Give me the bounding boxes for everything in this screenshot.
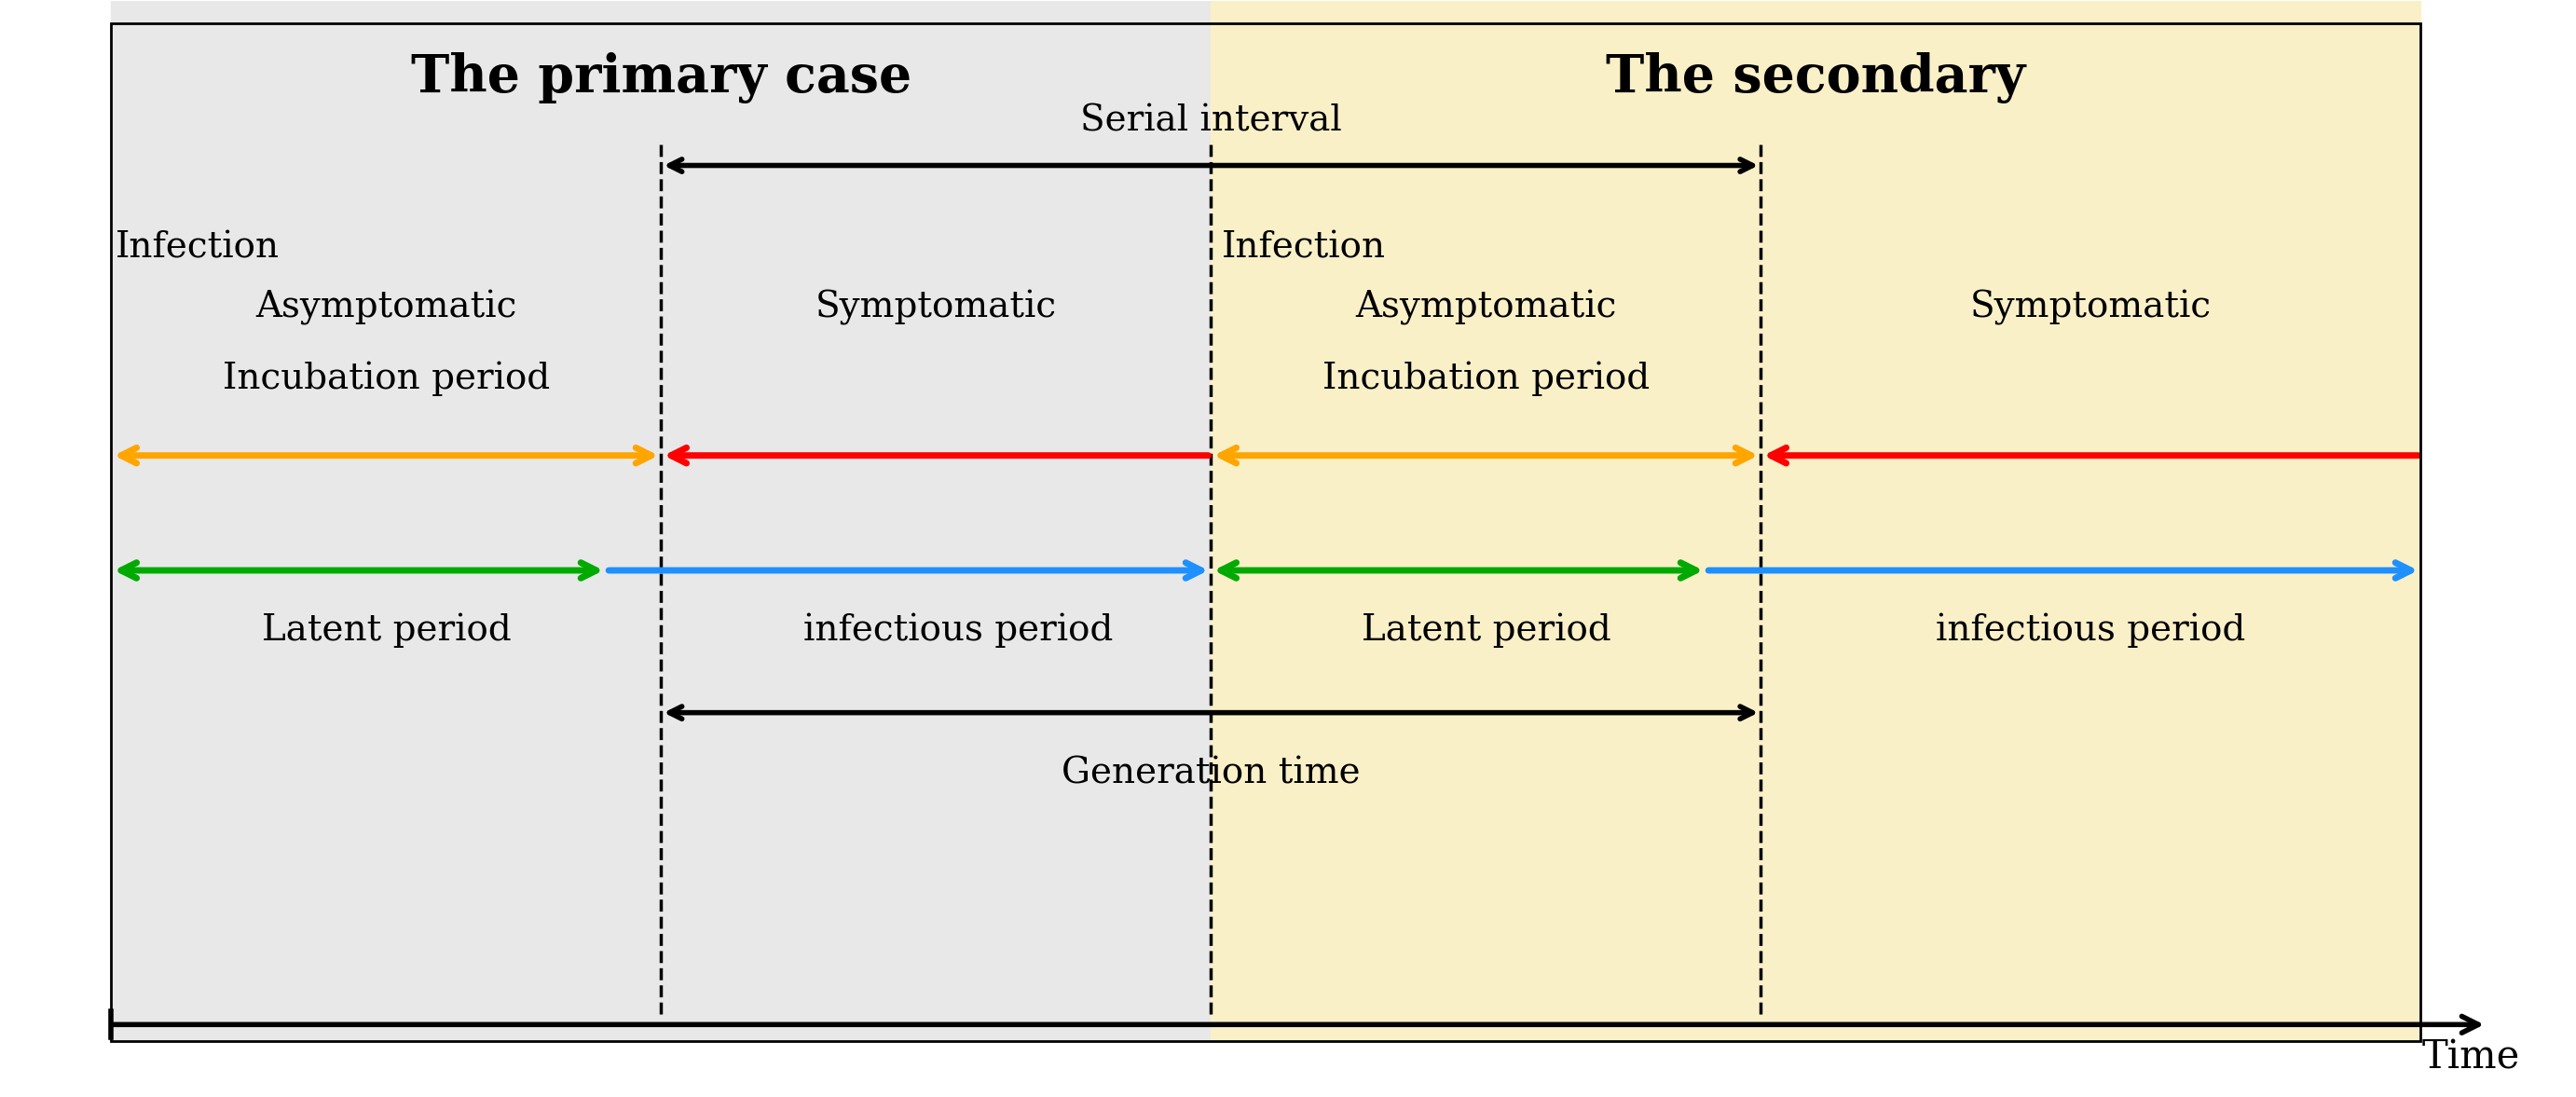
Text: Serial interval: Serial interval <box>1079 103 1342 138</box>
Text: Time: Time <box>2421 1038 2519 1077</box>
Text: infectious period: infectious period <box>1937 613 2246 648</box>
Text: Latent period: Latent period <box>260 613 510 648</box>
Text: Incubation period: Incubation period <box>1321 361 1649 396</box>
Bar <box>111 23 2421 1041</box>
Text: Infection: Infection <box>116 230 281 264</box>
Text: Incubation period: Incubation period <box>222 361 549 396</box>
Text: The primary case: The primary case <box>410 53 912 103</box>
Text: Latent period: Latent period <box>1360 613 1610 648</box>
Text: The secondary: The secondary <box>1605 53 2025 103</box>
Text: Symptomatic: Symptomatic <box>817 290 1056 326</box>
Text: Symptomatic: Symptomatic <box>1971 290 2213 326</box>
Text: Infection: Infection <box>1221 230 1386 264</box>
Text: Generation time: Generation time <box>1061 757 1360 791</box>
Text: Asymptomatic: Asymptomatic <box>255 290 518 326</box>
Text: infectious period: infectious period <box>804 613 1113 648</box>
Text: Asymptomatic: Asymptomatic <box>1355 290 1618 326</box>
Bar <box>1211 1 2421 1041</box>
Bar <box>111 1 1211 1041</box>
